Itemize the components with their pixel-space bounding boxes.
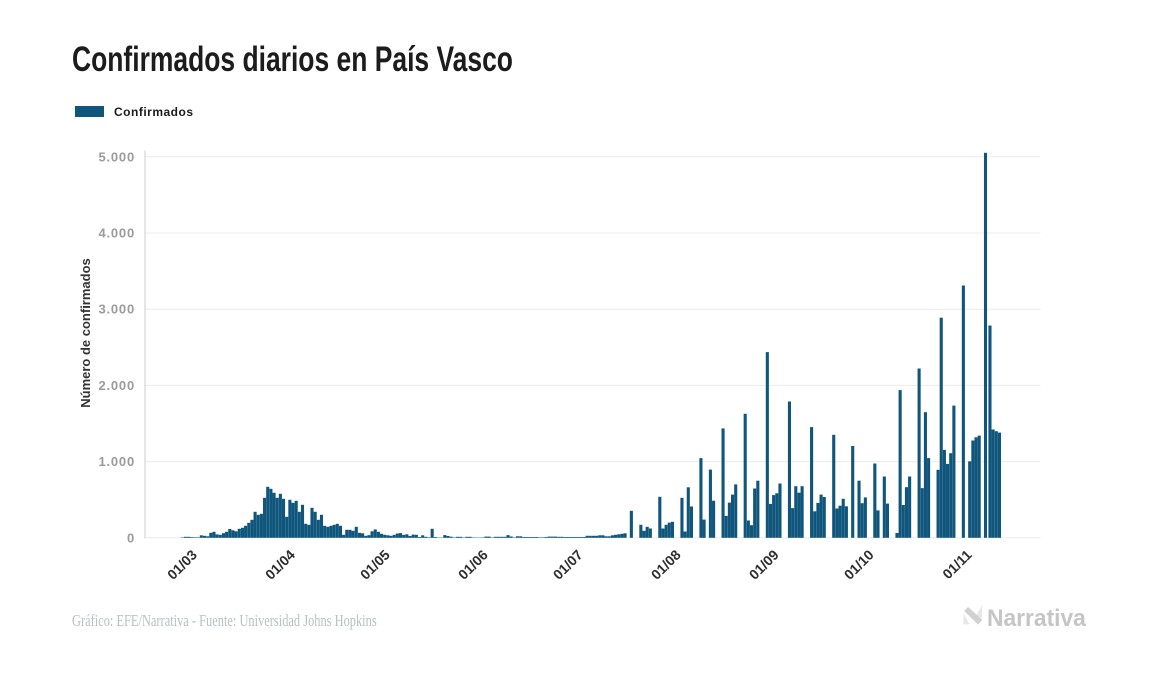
svg-text:01/04: 01/04 <box>262 546 298 582</box>
svg-text:01/09: 01/09 <box>746 546 782 582</box>
svg-text:2.000: 2.000 <box>98 378 135 393</box>
svg-text:0: 0 <box>127 530 135 545</box>
svg-text:01/10: 01/10 <box>841 546 877 582</box>
svg-text:Número de confirmados: Número de confirmados <box>78 258 93 408</box>
svg-text:4.000: 4.000 <box>98 226 135 241</box>
svg-text:01/03: 01/03 <box>164 546 200 582</box>
svg-text:01/05: 01/05 <box>357 546 393 582</box>
svg-text:01/11: 01/11 <box>939 546 975 582</box>
svg-text:5.000: 5.000 <box>98 149 135 164</box>
svg-text:01/06: 01/06 <box>455 546 491 582</box>
svg-text:01/07: 01/07 <box>550 546 586 582</box>
svg-text:3.000: 3.000 <box>98 302 135 317</box>
svg-text:01/08: 01/08 <box>648 546 684 582</box>
svg-text:1.000: 1.000 <box>98 454 135 469</box>
